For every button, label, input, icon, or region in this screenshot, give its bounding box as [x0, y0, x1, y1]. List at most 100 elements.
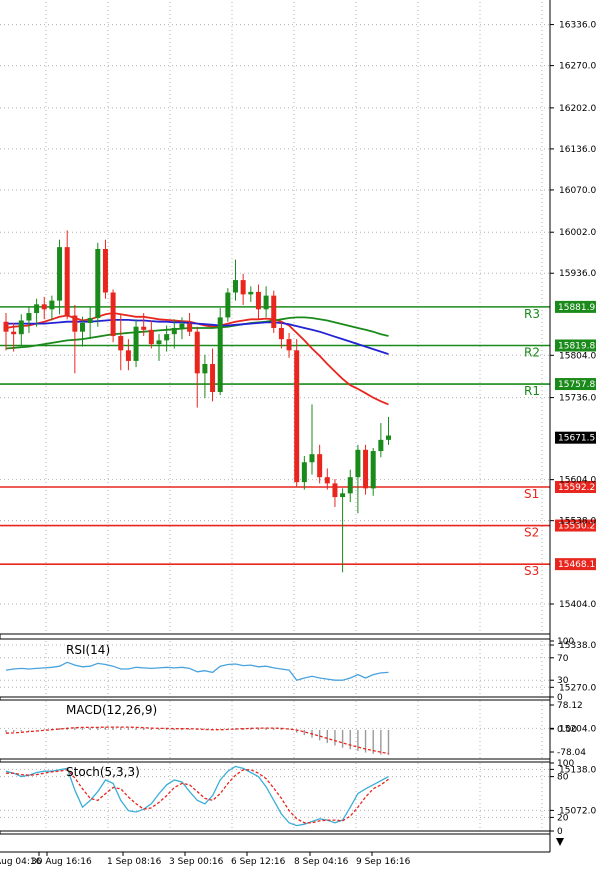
- price-tick-label: 15072.0: [559, 806, 596, 816]
- level-price-tag: [555, 339, 596, 352]
- candle: [233, 259, 238, 301]
- candle-body: [141, 326, 147, 330]
- candle-body: [217, 317, 223, 392]
- candle-body: [171, 327, 177, 335]
- price-tick-label: 16336.0: [559, 21, 596, 31]
- candle-body: [3, 321, 9, 332]
- candle: [301, 456, 307, 490]
- macd-label: MACD(12,26,9): [66, 703, 157, 717]
- candle-body: [202, 364, 208, 374]
- level-name-s2: S2: [524, 526, 539, 540]
- level-price-tag: [555, 300, 596, 313]
- candle: [210, 348, 216, 402]
- price-tick-label: 16270.0: [559, 62, 596, 72]
- candle: [26, 306, 32, 333]
- level-price-label: 15468.1: [558, 560, 595, 570]
- candle-body: [240, 280, 246, 295]
- level-price-tag: [555, 519, 596, 532]
- candle: [80, 316, 85, 347]
- candle: [18, 314, 24, 346]
- level-name-s3: S3: [524, 564, 539, 578]
- candle: [217, 308, 223, 396]
- level-price-tag: [555, 480, 596, 493]
- candle-body: [179, 323, 185, 328]
- price-tick-label: 15538.0: [559, 517, 596, 527]
- candle-body: [95, 249, 101, 319]
- level-name-s1: S1: [524, 487, 539, 501]
- candle: [11, 322, 17, 352]
- candlesticks: [3, 230, 391, 573]
- candle: [286, 332, 292, 358]
- candle-body: [263, 295, 269, 310]
- time-tick-label: 1 Sep 08:16: [107, 857, 162, 867]
- stoch-label: Stoch(5,3,3): [66, 765, 140, 779]
- candle: [164, 325, 170, 352]
- level-name-r3: R3: [524, 307, 540, 321]
- level-price-label: 15757.8: [558, 380, 595, 390]
- price-tick-label: 15404.0: [559, 600, 596, 610]
- candle: [95, 242, 101, 327]
- candle: [255, 284, 261, 320]
- candle: [110, 289, 116, 343]
- price-tick-label: 15270.0: [559, 683, 596, 693]
- candle: [355, 444, 361, 514]
- stoch-tick-label: 20: [557, 813, 569, 823]
- scroll-arrow-icon[interactable]: [556, 838, 564, 846]
- candle: [118, 314, 124, 371]
- candle: [179, 317, 185, 340]
- candle-body: [286, 339, 292, 351]
- rsi-tick-label: 30: [557, 676, 569, 686]
- candle-body: [34, 304, 40, 314]
- moving-average-line: [6, 318, 389, 355]
- candle: [271, 290, 277, 333]
- candle-body: [41, 304, 47, 310]
- candle-body: [363, 449, 369, 489]
- candle-body: [118, 336, 124, 351]
- candle-body: [294, 350, 300, 483]
- rsi-label: RSI(14): [66, 643, 110, 657]
- candle-body: [386, 435, 391, 440]
- candle: [72, 304, 78, 374]
- macd-tick-label: 0.00: [557, 725, 577, 735]
- candle-body: [347, 477, 353, 494]
- candle-body: [80, 322, 85, 332]
- rsi-tick-label: 70: [557, 654, 569, 664]
- level-price-tag: [555, 378, 596, 391]
- macd-tick-label: -78.04: [557, 748, 586, 758]
- time-tick-label: 3 Sep 00:16: [169, 857, 224, 867]
- candle: [240, 273, 246, 305]
- price-tick-label: 15736.0: [559, 394, 596, 404]
- candle: [3, 313, 9, 351]
- rsi-line: [5, 661, 389, 681]
- macd-tick-label: 78.12: [557, 701, 583, 711]
- stoch-d-line: [6, 769, 389, 824]
- level-price-tag: [555, 558, 596, 571]
- candle: [57, 239, 63, 315]
- price-tick-label: 16002.0: [559, 228, 596, 238]
- candle: [248, 286, 254, 302]
- panel-separator: [0, 696, 551, 701]
- price-tick-label: 16202.0: [559, 104, 596, 114]
- candle: [225, 288, 231, 322]
- candle: [386, 416, 391, 445]
- candle: [370, 447, 376, 496]
- time-tick-label: 8 Sep 04:16: [294, 857, 349, 867]
- time-tick-label: 30 Aug 16:16: [31, 857, 92, 867]
- candle: [309, 404, 315, 475]
- level-price-label: 15881.9: [558, 303, 595, 313]
- candle: [156, 334, 162, 361]
- candle-body: [278, 327, 284, 340]
- candle-body: [340, 493, 346, 498]
- candle: [263, 286, 269, 318]
- candle-body: [378, 439, 384, 452]
- candle-body: [11, 331, 17, 335]
- candle: [171, 319, 177, 349]
- rsi-tick-label: 100: [557, 637, 574, 647]
- level-price-label: 15530.2: [558, 522, 595, 532]
- candle: [332, 479, 338, 508]
- candle-body: [72, 315, 78, 332]
- panel-separator: [0, 830, 551, 835]
- candle: [194, 326, 200, 408]
- level-name-r2: R2: [524, 345, 540, 359]
- price-tick-label: 15204.0: [559, 724, 596, 734]
